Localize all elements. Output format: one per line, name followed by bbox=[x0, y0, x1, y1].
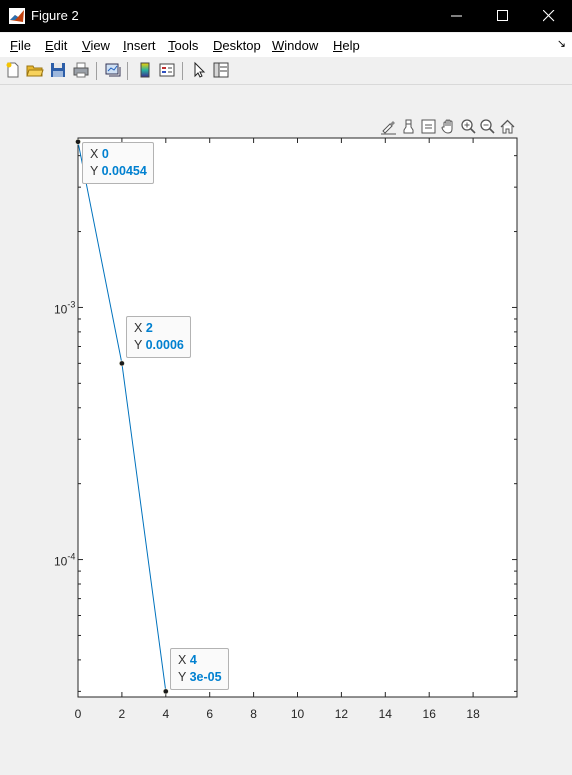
x-tick-label: 16 bbox=[423, 707, 437, 721]
y-tick-label: 10-3 bbox=[54, 299, 75, 316]
close-icon bbox=[543, 10, 555, 22]
x-axis: 0 2 4 6 8 10 12 14 16 18 bbox=[75, 138, 480, 721]
menu-overflow-arrow-icon[interactable]: ↘ bbox=[556, 38, 566, 50]
pan-icon[interactable] bbox=[440, 118, 457, 135]
datatip-x-label: X bbox=[90, 147, 99, 161]
datatip-y-label: Y bbox=[90, 164, 99, 178]
datatip-x-label: X bbox=[134, 321, 143, 335]
datatip-y-value: 0.00454 bbox=[101, 164, 147, 178]
datatip-marker[interactable] bbox=[162, 688, 169, 695]
menu-tools[interactable]: Tools bbox=[168, 38, 199, 53]
datatip-markers bbox=[75, 138, 169, 695]
toolbar-separator bbox=[127, 62, 128, 80]
open-file-icon[interactable] bbox=[26, 61, 44, 79]
axes-box bbox=[77, 137, 518, 698]
menu-view[interactable]: View bbox=[82, 38, 110, 53]
zoom-in-icon[interactable] bbox=[460, 118, 477, 135]
save-icon[interactable] bbox=[49, 61, 67, 79]
y-tick-label: 10-4 bbox=[54, 552, 75, 569]
insert-legend-icon[interactable] bbox=[158, 61, 176, 79]
minimize-button[interactable] bbox=[434, 0, 480, 32]
datatip-x-value: 0 bbox=[101, 147, 109, 161]
menu-bar: File Edit View Insert Tools Desktop Wind… bbox=[0, 33, 572, 57]
restore-view-icon[interactable] bbox=[420, 118, 437, 135]
x-tick-label: 8 bbox=[250, 707, 257, 721]
datatip-icon[interactable] bbox=[400, 118, 417, 135]
property-inspector-icon[interactable] bbox=[212, 61, 230, 79]
x-tick-label: 10 bbox=[291, 707, 305, 721]
print-icon[interactable] bbox=[72, 61, 90, 79]
link-plot-icon[interactable] bbox=[104, 61, 122, 79]
menu-insert[interactable]: Insert bbox=[123, 38, 156, 53]
close-button[interactable] bbox=[526, 0, 572, 32]
datatip-y-value: 3e-05 bbox=[189, 670, 222, 684]
figure-toolbar bbox=[0, 58, 572, 85]
home-icon[interactable] bbox=[499, 118, 516, 135]
datatip-y-label: Y bbox=[178, 670, 187, 684]
minimize-icon bbox=[451, 15, 462, 17]
maximize-icon bbox=[497, 10, 508, 21]
datatip-0[interactable]: X 0 Y 0.00454 bbox=[82, 142, 154, 184]
title-bar: Figure 2 bbox=[0, 0, 572, 32]
zoom-out-icon[interactable] bbox=[479, 118, 496, 135]
x-tick-label: 4 bbox=[162, 707, 169, 721]
matlab-logo-icon bbox=[9, 8, 25, 24]
menu-file[interactable]: File bbox=[10, 38, 31, 53]
x-tick-label: 0 bbox=[75, 707, 82, 721]
window-title: Figure 2 bbox=[31, 8, 79, 23]
datatip-x-label: X bbox=[178, 653, 187, 667]
x-tick-label: 12 bbox=[335, 707, 349, 721]
toolbar-separator bbox=[96, 62, 97, 80]
datatip-marker[interactable] bbox=[75, 138, 81, 145]
brush-icon[interactable] bbox=[380, 118, 397, 135]
x-tick-label: 14 bbox=[379, 707, 393, 721]
datatip-y-value: 0.0006 bbox=[145, 338, 184, 352]
new-figure-icon[interactable] bbox=[4, 61, 22, 79]
x-tick-label: 2 bbox=[119, 707, 126, 721]
datatip-x-value: 2 bbox=[145, 321, 153, 335]
datatip-1[interactable]: X 2 Y 0.0006 bbox=[126, 316, 191, 358]
datatip-y-label: Y bbox=[134, 338, 143, 352]
menu-window[interactable]: Window bbox=[272, 38, 319, 53]
menu-desktop[interactable]: Desktop bbox=[213, 38, 261, 53]
menu-edit[interactable]: Edit bbox=[45, 38, 68, 53]
x-tick-label: 6 bbox=[206, 707, 213, 721]
maximize-button[interactable] bbox=[480, 0, 526, 32]
datatip-2[interactable]: X 4 Y 3e-05 bbox=[170, 648, 229, 690]
datatip-marker[interactable] bbox=[119, 360, 125, 367]
menu-help[interactable]: Help bbox=[333, 38, 360, 53]
toolbar-separator bbox=[182, 62, 183, 80]
x-tick-label: 18 bbox=[466, 707, 480, 721]
edit-plot-arrow-icon[interactable] bbox=[190, 61, 208, 79]
insert-colorbar-icon[interactable] bbox=[136, 61, 154, 79]
datatip-x-value: 4 bbox=[189, 653, 197, 667]
